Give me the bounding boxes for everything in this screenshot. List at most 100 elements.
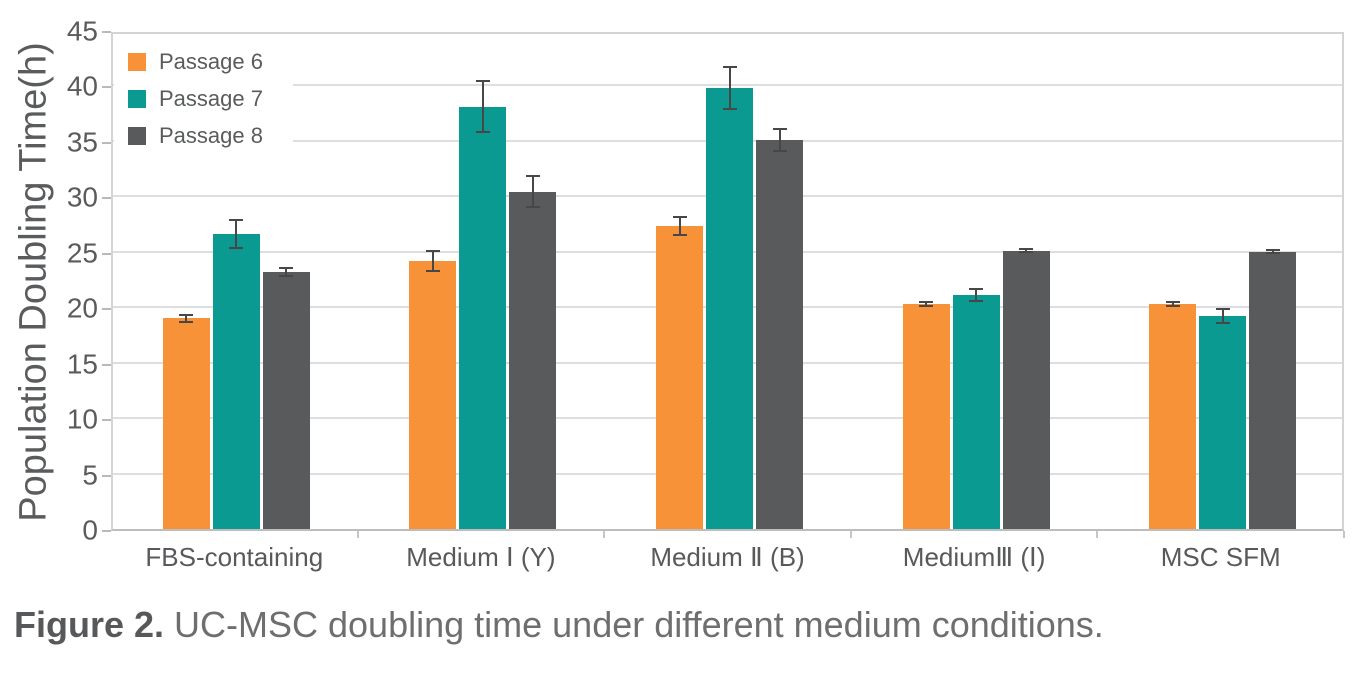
error-bar-cap <box>772 127 787 130</box>
figure-caption: Figure 2. UC-MSC doubling time under dif… <box>14 604 1104 646</box>
bar-passage-6 <box>162 318 210 529</box>
y-tick-label: 0 <box>82 514 98 546</box>
error-bar-cap <box>1215 308 1230 311</box>
bar-passage-8 <box>1002 250 1050 529</box>
legend-item: Passage 7 <box>128 86 263 112</box>
error-bar-cap <box>229 247 244 250</box>
legend-label: Passage 6 <box>159 49 263 74</box>
bar-passage-8 <box>509 191 557 529</box>
error-bar-cap <box>969 299 984 302</box>
gridline <box>113 84 1342 87</box>
error-bar-cap <box>279 274 294 277</box>
plot-area: Passage 6 Passage 7 Passage 8 <box>111 32 1344 531</box>
error-bar-cap <box>672 234 687 237</box>
error-bar-cap <box>525 175 540 178</box>
x-axis-tick <box>1096 531 1099 538</box>
y-axis-tick <box>102 31 111 33</box>
error-bar-cap <box>179 314 194 316</box>
bar-passage-6 <box>902 303 950 529</box>
error-bar <box>778 128 781 151</box>
legend-label: Passage 8 <box>159 123 263 148</box>
bar-passage-7 <box>952 295 1000 529</box>
y-axis-tick <box>102 141 111 144</box>
legend-item: Passage 6 <box>128 49 263 75</box>
y-tick-label: 15 <box>66 348 98 380</box>
bar-passage-7 <box>1199 316 1247 529</box>
error-bar <box>185 315 188 322</box>
x-axis-tick <box>849 531 852 538</box>
error-bar <box>431 250 434 271</box>
y-tick-label: 40 <box>66 70 98 102</box>
error-bar <box>1271 250 1274 254</box>
y-tick-label: 25 <box>66 237 98 269</box>
bar-passage-6 <box>1149 303 1197 529</box>
error-bar <box>235 219 238 249</box>
bar-passage-7 <box>459 106 507 529</box>
bar-passage-8 <box>262 271 310 529</box>
y-tick-label: 5 <box>82 458 98 490</box>
legend-swatch <box>128 53 146 71</box>
error-bar-cap <box>425 269 440 272</box>
error-bar-cap <box>475 80 490 83</box>
error-bar-cap <box>1165 305 1180 308</box>
bar-passage-7 <box>212 234 260 529</box>
error-bar-cap <box>969 288 984 291</box>
caption-label: Figure 2. <box>14 604 165 645</box>
error-bar-cap <box>722 107 737 110</box>
error-bar-cap <box>672 216 687 219</box>
x-axis-tick <box>356 531 359 538</box>
y-axis-tick <box>102 252 111 255</box>
bar-passage-7 <box>706 87 753 529</box>
caption-text: UC-MSC doubling time under different med… <box>164 604 1104 645</box>
x-tick-label: MediumⅢ (Ⅰ) <box>902 542 1046 572</box>
legend-swatch <box>128 127 146 145</box>
x-axis-tick <box>1343 531 1345 538</box>
error-bar-cap <box>525 206 540 209</box>
error-bar-cap <box>1265 249 1280 252</box>
y-tick-label: 10 <box>66 403 98 435</box>
error-bar-cap <box>279 266 294 269</box>
error-bar-cap <box>1019 248 1034 251</box>
error-bar-cap <box>1019 251 1034 254</box>
y-tick-label: 20 <box>66 292 98 324</box>
legend-item: Passage 8 <box>128 123 263 149</box>
y-axis-tick <box>102 419 111 422</box>
bar-passage-6 <box>656 226 703 529</box>
y-tick-label: 35 <box>66 126 98 158</box>
error-bar <box>531 176 534 208</box>
x-axis-tick <box>603 531 606 538</box>
bar-passage-6 <box>409 260 457 529</box>
error-bar <box>481 81 484 133</box>
bar-passage-8 <box>1249 251 1297 529</box>
error-bar-cap <box>229 218 244 221</box>
y-axis-tick <box>102 474 111 477</box>
error-bar <box>1025 249 1028 253</box>
error-bar-cap <box>425 249 440 252</box>
bar-passage-8 <box>756 139 803 529</box>
error-bar-cap <box>919 305 934 308</box>
error-bar <box>285 267 288 276</box>
error-bar-cap <box>919 300 934 303</box>
x-tick-label: FBS-containing <box>145 542 324 572</box>
error-bar <box>728 66 731 109</box>
legend-label: Passage 7 <box>159 86 263 111</box>
error-bar-cap <box>1165 300 1180 303</box>
y-axis-tick <box>102 363 111 366</box>
error-bar-cap <box>772 149 787 152</box>
y-axis-tick <box>102 197 111 200</box>
y-axis-tick <box>102 86 111 89</box>
error-bar-cap <box>722 65 737 68</box>
legend: Passage 6 Passage 7 Passage 8 <box>114 35 293 161</box>
error-bar <box>975 289 978 301</box>
y-tick-label: 45 <box>66 15 98 47</box>
error-bar-cap <box>1265 252 1280 255</box>
y-axis-tick <box>102 530 111 532</box>
y-tick-label: 30 <box>66 181 98 213</box>
error-bar-cap <box>179 320 194 323</box>
error-bar-cap <box>475 131 490 134</box>
error-bar <box>678 217 681 236</box>
x-tick-label: MSC SFM <box>1160 542 1281 572</box>
x-tick-label: Medium Ⅰ (Y) <box>406 542 556 572</box>
error-bar <box>925 301 928 307</box>
